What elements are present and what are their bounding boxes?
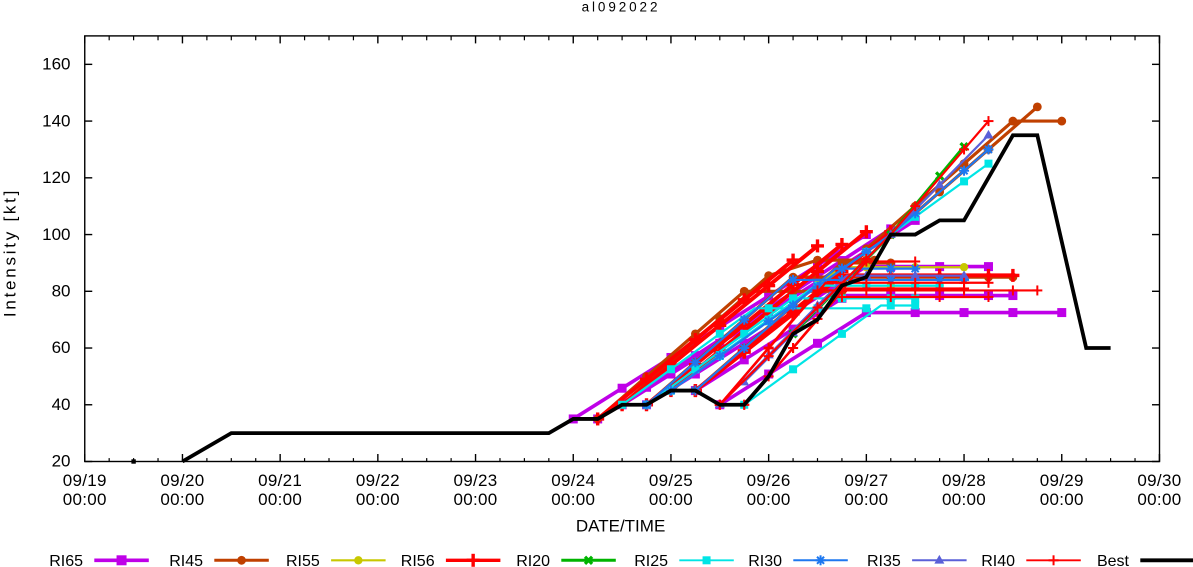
svg-text:00:00: 00:00 bbox=[454, 490, 498, 509]
svg-text:40: 40 bbox=[52, 395, 71, 414]
svg-text:DATE/TIME: DATE/TIME bbox=[576, 517, 665, 536]
svg-text:al092022: al092022 bbox=[582, 0, 661, 14]
svg-text:09/29: 09/29 bbox=[1040, 471, 1084, 490]
svg-text:00:00: 00:00 bbox=[1040, 490, 1084, 509]
svg-text:RI55: RI55 bbox=[286, 553, 320, 567]
svg-text:09/25: 09/25 bbox=[649, 471, 693, 490]
svg-text:00:00: 00:00 bbox=[747, 490, 791, 509]
svg-text:00:00: 00:00 bbox=[551, 490, 595, 509]
svg-text:RI45: RI45 bbox=[169, 553, 203, 567]
svg-text:09/23: 09/23 bbox=[454, 471, 498, 490]
svg-text:RI20: RI20 bbox=[516, 553, 550, 567]
svg-text:RI40: RI40 bbox=[981, 553, 1015, 567]
svg-text:00:00: 00:00 bbox=[356, 490, 400, 509]
svg-text:09/24: 09/24 bbox=[551, 471, 595, 490]
svg-text:09/27: 09/27 bbox=[844, 471, 888, 490]
svg-text:100: 100 bbox=[42, 225, 70, 244]
svg-text:140: 140 bbox=[42, 111, 70, 130]
svg-text:RI56: RI56 bbox=[401, 553, 435, 567]
svg-text:RI35: RI35 bbox=[867, 553, 901, 567]
svg-text:09/28: 09/28 bbox=[942, 471, 986, 490]
svg-text:60: 60 bbox=[52, 338, 71, 357]
svg-text:RI65: RI65 bbox=[49, 553, 83, 567]
svg-text:Best: Best bbox=[1097, 553, 1130, 567]
svg-text:Intensity [kt]: Intensity [kt] bbox=[1, 188, 20, 317]
svg-text:09/22: 09/22 bbox=[356, 471, 400, 490]
svg-text:09/20: 09/20 bbox=[160, 471, 204, 490]
svg-text:09/21: 09/21 bbox=[258, 471, 302, 490]
svg-text:00:00: 00:00 bbox=[844, 490, 888, 509]
svg-text:09/30: 09/30 bbox=[1137, 471, 1181, 490]
svg-text:00:00: 00:00 bbox=[942, 490, 986, 509]
svg-text:160: 160 bbox=[42, 55, 70, 74]
svg-text:RI25: RI25 bbox=[634, 553, 668, 567]
svg-text:120: 120 bbox=[42, 168, 70, 187]
svg-text:09/26: 09/26 bbox=[747, 471, 791, 490]
svg-text:00:00: 00:00 bbox=[258, 490, 302, 509]
svg-text:20: 20 bbox=[52, 452, 71, 471]
svg-text:09/19: 09/19 bbox=[63, 471, 107, 490]
svg-text:RI30: RI30 bbox=[748, 553, 782, 567]
svg-text:80: 80 bbox=[52, 281, 71, 300]
svg-text:00:00: 00:00 bbox=[1137, 490, 1181, 509]
svg-text:00:00: 00:00 bbox=[63, 490, 107, 509]
svg-text:00:00: 00:00 bbox=[649, 490, 693, 509]
svg-text:00:00: 00:00 bbox=[160, 490, 204, 509]
